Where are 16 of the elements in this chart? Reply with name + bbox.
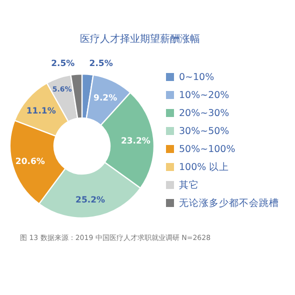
data-label: 20.6% [15,157,46,168]
data-label: 2.5% [51,59,76,70]
legend-label: 0~10% [179,72,214,83]
data-label: 2.5% [89,59,114,70]
legend-label: 50%~100% [179,144,236,155]
chart-title: 医疗人才择业期望薪酬涨幅 [80,33,200,45]
legend-label: 无论涨多少都不会跳槽 [179,197,279,209]
data-label: 25.2% [76,195,106,206]
legend-label: 20%~30% [179,108,230,119]
data-label: 11.1% [26,106,56,117]
data-label: 23.2% [120,136,151,146]
legend-label: 其它 [179,179,199,191]
data-label: 9.2% [94,93,118,104]
legend-label: 10%~20% [179,90,230,101]
legend-label: 30%~50% [179,126,230,137]
legend-label: 100% 以上 [179,161,230,173]
